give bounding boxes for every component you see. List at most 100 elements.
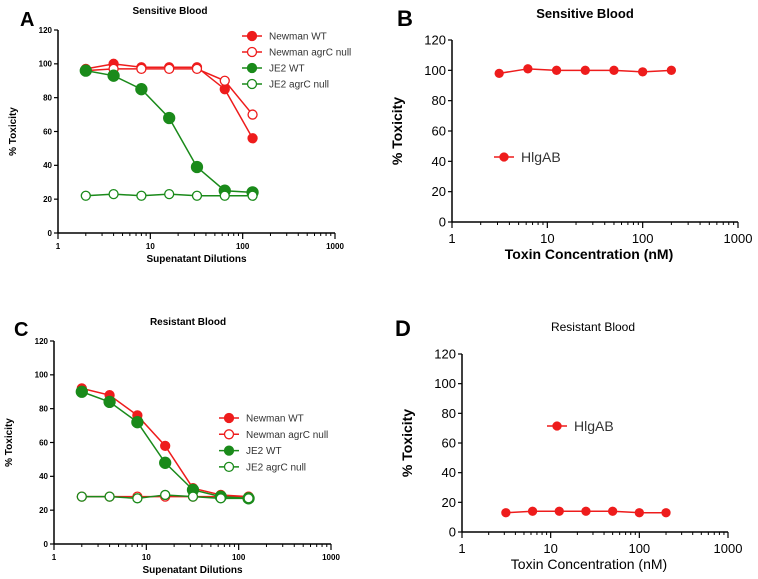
legend-label: JE2 WT (246, 446, 282, 457)
y-tick-label: 0 (44, 540, 49, 549)
x-tick-label: 100 (236, 242, 250, 251)
data-point (247, 190, 258, 201)
data-point (79, 64, 92, 77)
data-point (160, 489, 171, 501)
data-point (76, 491, 87, 502)
data-point (661, 508, 671, 518)
x-tick-label: 10 (146, 242, 155, 251)
y-tick-label: 60 (432, 124, 446, 139)
y-tick-label: 20 (442, 495, 456, 510)
legend-marker (552, 421, 562, 431)
data-point (104, 491, 115, 502)
data-point (523, 64, 533, 74)
y-tick-label: 80 (432, 93, 446, 108)
y-tick-label: 100 (434, 376, 456, 391)
data-point (75, 385, 88, 398)
data-point (163, 111, 176, 125)
data-point (527, 506, 538, 516)
data-point (638, 67, 648, 77)
data-point (131, 416, 144, 429)
y-tick-label: 120 (434, 347, 456, 362)
x-axis-label: Supenatant Dilutions (143, 565, 243, 576)
data-point (494, 68, 504, 79)
legend-label: Newman WT (246, 414, 304, 425)
data-point (135, 83, 148, 96)
legend-label: Newman agrC null (269, 48, 351, 59)
legend-marker (223, 461, 235, 473)
x-tick-label: 100 (232, 553, 246, 562)
panel-label: D (395, 316, 411, 341)
chart-title: Sensitive Blood (536, 6, 634, 21)
y-tick-label: 0 (449, 525, 456, 540)
y-tick-label: 100 (39, 60, 53, 69)
data-point (187, 491, 199, 502)
x-tick-label: 1000 (322, 553, 340, 562)
data-point (634, 508, 644, 518)
data-point (136, 63, 147, 75)
y-tick-label: 0 (48, 229, 53, 238)
y-tick-label: 40 (432, 154, 446, 169)
data-point (219, 75, 230, 86)
x-tick-label: 1000 (714, 541, 743, 556)
legend-label: JE2 WT (269, 64, 305, 75)
chart-title: Sensitive Blood (132, 6, 207, 17)
legend-marker (246, 62, 258, 74)
data-point (80, 190, 91, 201)
legend-marker (223, 445, 235, 456)
legend-marker (246, 78, 258, 90)
y-tick-label: 20 (43, 195, 52, 204)
legend-marker (246, 46, 258, 58)
x-tick-label: 1000 (724, 231, 753, 246)
legend-label: JE2 agrC null (269, 80, 329, 91)
x-axis-label: Toxin Concentration (nM) (511, 556, 667, 572)
legend-marker (246, 30, 258, 42)
chart-title: Resistant Blood (551, 320, 635, 334)
y-axis-label: % Toxicity (389, 97, 405, 165)
x-tick-label: 10 (543, 541, 557, 556)
data-point (191, 190, 203, 201)
legend-marker (499, 152, 509, 162)
y-tick-label: 40 (442, 465, 456, 480)
y-tick-label: 0 (439, 215, 446, 230)
panel-label: A (20, 9, 34, 31)
data-point (666, 65, 677, 75)
legend-label: Newman WT (269, 32, 327, 43)
x-tick-label: 1 (448, 231, 455, 246)
x-tick-label: 1 (458, 541, 465, 556)
x-tick-label: 100 (628, 541, 650, 556)
legend-label: Newman agrC null (246, 430, 328, 441)
data-point (159, 456, 172, 469)
data-point (551, 65, 562, 75)
y-tick-label: 20 (432, 184, 446, 199)
x-tick-label: 1000 (326, 242, 344, 251)
data-point (103, 395, 116, 409)
data-point (581, 506, 591, 516)
data-point (219, 84, 230, 95)
y-axis-label: % Toxicity (399, 409, 415, 477)
data-point (247, 133, 258, 144)
x-tick-label: 1 (52, 553, 57, 562)
data-point (247, 109, 258, 120)
data-point (107, 69, 120, 82)
panel-label: C (14, 319, 28, 341)
y-tick-label: 20 (39, 506, 48, 515)
legend-label: HlgAB (574, 418, 614, 434)
y-tick-label: 80 (442, 406, 456, 421)
data-point (554, 506, 564, 516)
y-tick-label: 100 (35, 371, 49, 380)
x-tick-label: 10 (540, 231, 554, 246)
data-point (132, 493, 143, 504)
data-point (190, 160, 204, 174)
legend-marker (223, 412, 235, 424)
x-axis-label: Supenatant Dilutions (147, 254, 247, 265)
data-point (164, 188, 175, 200)
x-tick-label: 1 (56, 242, 61, 251)
data-point (219, 190, 230, 201)
data-point (243, 493, 254, 504)
chart-title: Resistant Blood (150, 317, 226, 328)
y-tick-label: 100 (424, 63, 446, 78)
